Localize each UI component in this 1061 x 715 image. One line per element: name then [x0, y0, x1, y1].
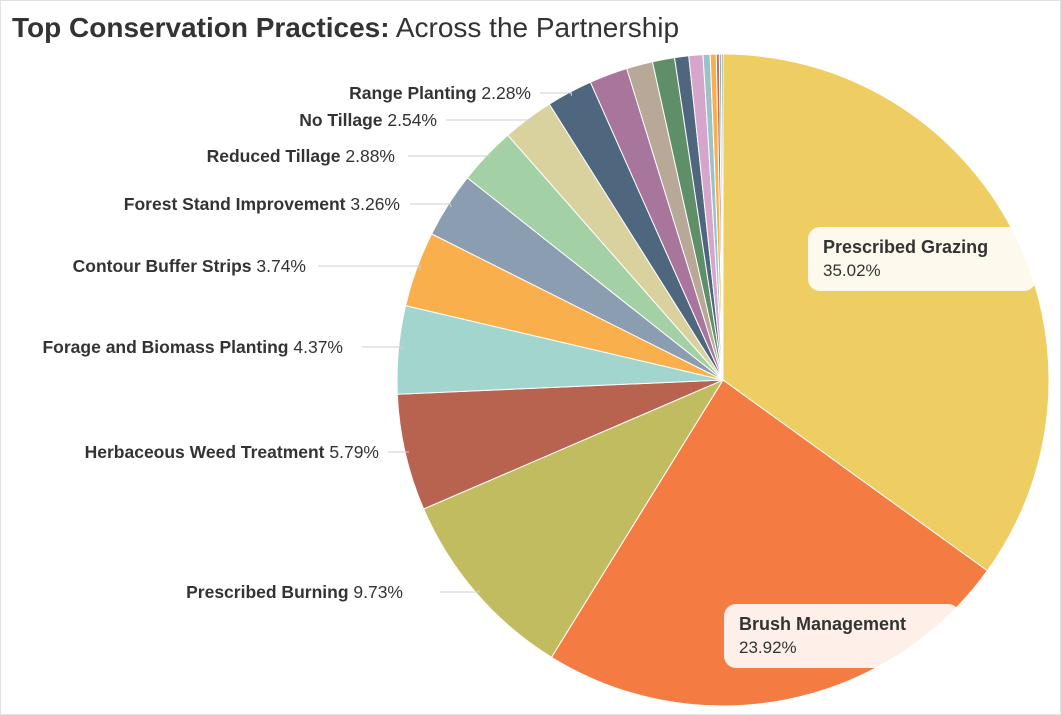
label-prescribed-burning: Prescribed Burning 9.73%	[186, 582, 403, 602]
label-name-forest-stand-improvement: Forest Stand Improvement	[124, 194, 351, 214]
label-value-forage-and-biomass-planting: 4.37%	[293, 337, 343, 357]
label-value-contour-buffer-strips: 3.74%	[256, 256, 306, 276]
label-name-reduced-tillage: Reduced Tillage	[207, 146, 346, 166]
label-reduced-tillage: Reduced Tillage 2.88%	[207, 146, 395, 166]
label-range-planting: Range Planting 2.28%	[349, 83, 531, 103]
label-value-range-planting: 2.28%	[481, 83, 531, 103]
label-value-prescribed-burning: 9.73%	[353, 582, 403, 602]
label-name-no-tillage: No Tillage	[299, 110, 387, 130]
label-name-brush-management: Brush Management	[739, 614, 906, 634]
connector-contour-buffer-strips	[318, 265, 421, 271]
label-value-reduced-tillage: 2.88%	[345, 146, 395, 166]
label-forest-stand-improvement: Forest Stand Improvement 3.26%	[124, 194, 400, 214]
pie-slice-minor-19	[720, 53, 724, 381]
pie-slices	[396, 53, 1050, 707]
label-contour-buffer-strips: Contour Buffer Strips 3.74%	[73, 256, 306, 276]
label-value-herbaceous-weed-treatment: 5.79%	[329, 442, 379, 462]
label-name-prescribed-burning: Prescribed Burning	[186, 582, 353, 602]
label-box-prescribed-grazing	[808, 227, 1036, 291]
label-name-herbaceous-weed-treatment: Herbaceous Weed Treatment	[85, 442, 330, 462]
chart-title-bold: Top Conservation Practices:	[12, 12, 390, 43]
chart-title-light: Across the Partnership	[395, 12, 680, 43]
connector-no-tillage	[446, 119, 531, 122]
chart-title: Top Conservation Practices: Across the P…	[12, 12, 679, 44]
pie-slice-prescribed-burning	[422, 378, 725, 658]
label-box-brush-management	[724, 604, 960, 668]
label-herbaceous-weed-treatment: Herbaceous Weed Treatment 5.79%	[85, 442, 379, 462]
label-value-forest-stand-improvement: 3.26%	[350, 194, 400, 214]
label-name-contour-buffer-strips: Contour Buffer Strips	[73, 256, 257, 276]
label-value-prescribed-grazing: 35.02%	[823, 261, 881, 280]
connector-range-planting	[540, 92, 572, 96]
connector-forest-stand-improvement	[410, 203, 452, 208]
label-value-no-tillage: 2.54%	[387, 110, 437, 130]
label-value-brush-management: 23.92%	[739, 638, 797, 657]
connector-reduced-tillage	[408, 155, 490, 159]
connector-forage-and-biomass-planting	[362, 346, 403, 351]
connector-prescribed-burning	[440, 590, 480, 593]
label-name-range-planting: Range Planting	[349, 83, 481, 103]
label-no-tillage: No Tillage 2.54%	[299, 110, 437, 130]
pie-labels: Prescribed Grazing 35.02% Brush Management…	[42, 83, 1036, 668]
label-forage-and-biomass-planting: Forage and Biomass Planting 4.37%	[42, 337, 343, 357]
label-name-forage-and-biomass-planting: Forage and Biomass Planting	[42, 337, 293, 357]
label-name-prescribed-grazing: Prescribed Grazing	[823, 237, 988, 257]
